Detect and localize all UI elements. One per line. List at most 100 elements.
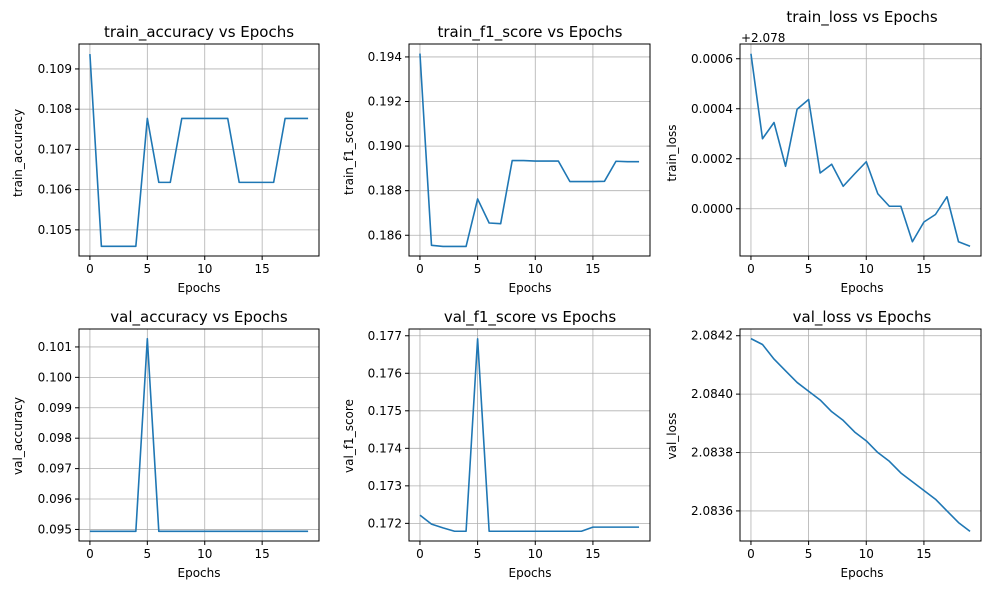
y-tick-label: 0.0002 <box>691 152 733 166</box>
y-tick-label: 0.194 <box>368 50 402 64</box>
y-tick-label: 0.108 <box>38 102 72 116</box>
x-tick-label: 0 <box>86 547 94 561</box>
plot-layer: 0 5 10 15 0.105 0.106 0.107 0.108 0.109 0 5 10 15 0.1… <box>38 43 982 561</box>
axes-frame <box>78 328 320 542</box>
y-offset-text: +2.078 <box>741 31 785 45</box>
y-tick-label: 0.192 <box>368 95 402 109</box>
y-tick-label: 0.176 <box>368 366 402 380</box>
x-tick-label: 10 <box>528 262 543 276</box>
y-axis-label: train_f1_score <box>342 111 356 195</box>
axes-frame <box>739 43 982 257</box>
plot-train-accuracy: 0 5 10 15 0.105 0.106 0.107 0.108 0.109 <box>38 43 320 276</box>
x-tick-label: 15 <box>585 262 600 276</box>
x-tick-label: 15 <box>916 547 931 561</box>
x-tick-label: 0 <box>416 547 424 561</box>
x-axis-label: Epochs <box>509 566 552 580</box>
plot-train-f1-score: 0 5 10 15 0.186 0.188 0.190 0.192 0.194 <box>368 43 651 276</box>
x-tick-label: 5 <box>144 262 152 276</box>
y-axis-label: train_accuracy <box>11 109 25 197</box>
subplot-val-loss: val_loss vs Epochs Epochs val_loss <box>665 308 932 580</box>
x-axis-label: Epochs <box>509 281 552 295</box>
axes-frame <box>408 328 651 542</box>
y-tick-label: 2.0838 <box>691 446 733 460</box>
y-tick-label: 0.109 <box>38 62 72 76</box>
y-axis-label: val_loss <box>665 413 679 460</box>
x-tick-label: 10 <box>528 547 543 561</box>
subplot-train-f1-score: train_f1_score vs Epochs Epochs train_f1… <box>342 23 623 295</box>
x-tick-label: 10 <box>197 262 212 276</box>
y-tick-label: 0.097 <box>38 462 72 476</box>
series-line <box>89 337 309 533</box>
x-tick-label: 5 <box>805 547 813 561</box>
y-tick-label: 0.186 <box>368 228 402 242</box>
subplot-train-loss: train_loss vs Epochs Epochs train_loss +… <box>665 8 938 295</box>
y-tick-label: 0.096 <box>38 492 72 506</box>
subplot-val-f1-score: val_f1_score vs Epochs Epochs val_f1_sco… <box>342 308 616 580</box>
subplot-title: train_f1_score vs Epochs <box>437 23 622 42</box>
y-tick-label: 0.100 <box>38 370 72 384</box>
x-tick-label: 5 <box>474 262 482 276</box>
plot-val-f1-score: 0 5 10 15 0.172 0.173 0.174 0.175 0.176 0.177 <box>368 328 651 561</box>
y-tick-label: 0.0006 <box>691 52 733 66</box>
x-axis-label: Epochs <box>178 566 221 580</box>
subplot-title: val_loss vs Epochs <box>793 308 932 327</box>
series-line <box>419 53 640 248</box>
axes-frame <box>78 43 320 257</box>
x-tick-label: 10 <box>197 547 212 561</box>
subplot-train-accuracy: train_accuracy vs Epochs Epochs train_ac… <box>11 23 294 295</box>
y-axis-label: val_f1_score <box>342 399 356 473</box>
x-tick-label: 10 <box>859 262 874 276</box>
subplot-title: val_accuracy vs Epochs <box>110 308 288 327</box>
y-tick-label: 2.0842 <box>691 329 733 343</box>
y-tick-label: 0.172 <box>368 516 402 530</box>
y-tick-label: 0.175 <box>368 404 402 418</box>
x-tick-label: 5 <box>805 262 813 276</box>
x-axis-label: Epochs <box>178 281 221 295</box>
y-tick-label: 0.105 <box>38 223 72 237</box>
y-tick-label: 0.095 <box>38 522 72 536</box>
axes-frame <box>739 328 982 542</box>
x-tick-label: 15 <box>585 547 600 561</box>
y-tick-label: 0.177 <box>368 329 402 343</box>
y-tick-label: 2.0836 <box>691 504 733 518</box>
x-tick-label: 10 <box>859 547 874 561</box>
y-tick-label: 0.190 <box>368 139 402 153</box>
x-tick-label: 0 <box>86 262 94 276</box>
y-tick-label: 0.106 <box>38 183 72 197</box>
x-tick-label: 5 <box>144 547 152 561</box>
y-axis-label: train_loss <box>665 124 679 181</box>
plot-val-loss: 0 5 10 15 2.0836 2.0838 2.0840 2.0842 <box>691 328 982 561</box>
y-tick-label: 0.098 <box>38 431 72 445</box>
x-tick-label: 15 <box>916 262 931 276</box>
y-axis-label: val_accuracy <box>11 397 25 475</box>
subplot-title: train_loss vs Epochs <box>786 8 938 27</box>
x-tick-label: 0 <box>416 262 424 276</box>
x-tick-label: 5 <box>474 547 482 561</box>
y-tick-label: 2.0840 <box>691 387 733 401</box>
series-line <box>419 337 640 533</box>
y-tick-label: 0.0000 <box>691 202 733 216</box>
subplot-val-accuracy: val_accuracy vs Epochs Epochs val_accura… <box>11 308 288 580</box>
subplot-title: val_f1_score vs Epochs <box>444 308 617 327</box>
x-tick-label: 0 <box>747 262 755 276</box>
plot-train-loss: 0 5 10 15 0.0000 0.0002 0.0004 0.0006 <box>691 43 982 276</box>
subplot-title: train_accuracy vs Epochs <box>104 23 294 42</box>
axes-frame <box>408 43 651 257</box>
x-tick-label: 15 <box>255 262 270 276</box>
series-line <box>750 337 971 532</box>
x-tick-label: 0 <box>747 547 755 561</box>
y-tick-label: 0.099 <box>38 401 72 415</box>
y-tick-label: 0.188 <box>368 184 402 198</box>
y-tick-label: 0.174 <box>368 441 402 455</box>
plot-val-accuracy: 0 5 10 15 0.095 0.096 0.097 0.098 0.099 0.100 0.10… <box>38 328 320 561</box>
x-tick-label: 15 <box>255 547 270 561</box>
y-tick-label: 0.0004 <box>691 102 733 116</box>
x-axis-label: Epochs <box>841 566 884 580</box>
y-tick-label: 0.173 <box>368 479 402 493</box>
y-tick-label: 0.101 <box>38 340 72 354</box>
series-line <box>750 53 971 247</box>
series-line <box>89 54 309 248</box>
y-tick-label: 0.107 <box>38 142 72 156</box>
